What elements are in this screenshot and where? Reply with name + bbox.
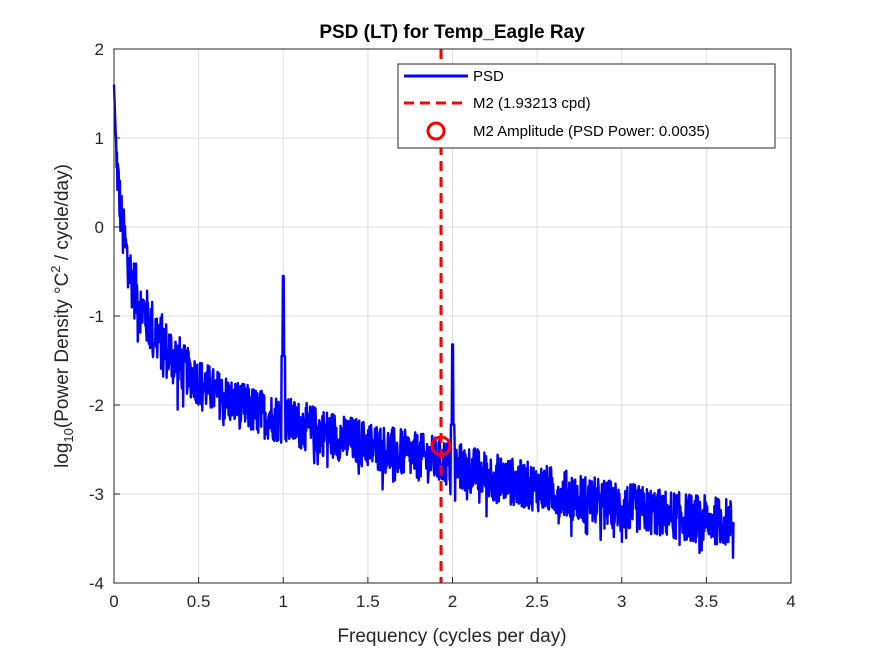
y-tick-label-3: -1 (89, 307, 104, 326)
tick-labels: 0 0.5 1 1.5 2 2.5 3 3.5 4 -4 -3 -2 -1 0 1 2 (89, 40, 796, 611)
x-axis-label: Frequency (cycles per day) (337, 626, 566, 647)
x-tick-label-7: 3.5 (695, 592, 719, 611)
m2-amplitude-marker (430, 435, 452, 457)
x-tick-label-6: 3 (617, 592, 626, 611)
x-tick-label-1: 0.5 (187, 592, 211, 611)
x-tick-label-2: 1 (279, 592, 288, 611)
x-tick-label-8: 4 (786, 592, 795, 611)
x-tick-label-5: 2.5 (525, 592, 549, 611)
tick-marks (113, 48, 792, 584)
y-tick-label-1: -3 (89, 485, 104, 504)
chart-title: PSD (LT) for Temp_Eagle Ray (319, 22, 585, 43)
x-tick-label-0: 0 (109, 592, 118, 611)
x-tick-label-3: 1.5 (356, 592, 380, 611)
y-tick-label-2: -2 (89, 396, 104, 415)
legend-psd-label: PSD (473, 68, 504, 85)
psd-line (112, 84, 735, 559)
y-tick-label-6: 2 (95, 40, 104, 59)
legend: PSD M2 (1.93213 cpd) M2 Amplitude (PSD P… (397, 63, 776, 149)
y-tick-label-0: -4 (89, 574, 104, 593)
legend-box (397, 63, 776, 149)
legend-m2-amplitude-label: M2 Amplitude (PSD Power: 0.0035) (473, 123, 710, 140)
y-tick-label-4: 0 (95, 218, 104, 237)
legend-m2-label: M2 (1.93213 cpd) (473, 95, 591, 112)
legend-m2-amplitude-swatch (426, 121, 446, 141)
y-tick-label-5: 1 (95, 129, 104, 148)
y-axis-label: log10(Power Density °C2 / cycle/day) (48, 164, 76, 468)
x-tick-label-4: 2 (448, 592, 457, 611)
